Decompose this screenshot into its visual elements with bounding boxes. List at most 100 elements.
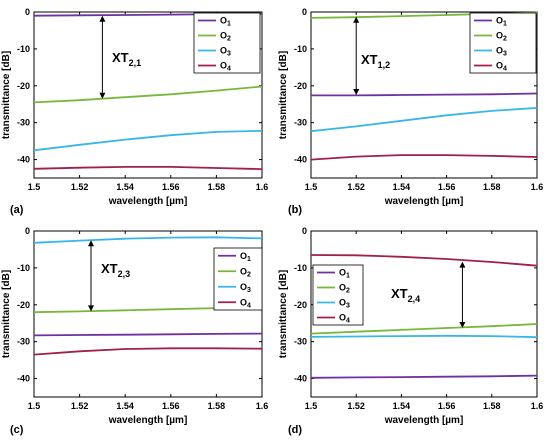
x-tick-label: 1.5 [305,182,318,192]
y-tick-label: -30 [294,337,307,347]
x-axis-title: wavelength [µm] [384,196,464,207]
x-tick-label: 1.52 [71,401,89,411]
y-tick-label: -10 [17,263,30,273]
legend [312,264,364,326]
legend-label: O4 [496,61,507,73]
x-axis-title: wavelength [µm] [108,415,188,426]
x-tick-label: 1.54 [393,182,411,192]
arrow-head-top [353,16,360,23]
x-tick-label: 1.54 [116,182,134,192]
plot-area [33,11,263,179]
arrow-head-bottom [88,305,94,312]
legend-label: O1 [220,16,231,28]
legend-label: O2 [496,31,507,43]
arrow-head-top [99,15,106,22]
annotation-label: XT2,1 [112,50,141,68]
y-tick-label: 0 [25,7,30,17]
series-line [33,85,263,104]
legend-label: O4 [240,297,251,309]
y-axis-title: transmittance [dB] [278,51,289,139]
x-tick-label: 1.5 [28,401,41,411]
x-tick-label: 1.56 [438,182,456,192]
series-line [310,254,538,267]
y-tick-label: -10 [17,44,30,54]
x-tick-label: 1.52 [347,182,365,192]
y-tick-label: 0 [302,226,307,236]
series-line [310,323,538,335]
plot-area [33,230,263,398]
series-line [33,165,263,170]
x-tick-label: 1.56 [162,182,180,192]
x-tick-label: 1.5 [305,401,318,411]
panel-label: (a) [10,204,24,216]
x-tick-label: 1.54 [116,401,134,411]
legend-label: O2 [220,31,231,43]
panel-label: (b) [288,204,302,216]
y-tick-label: -10 [294,44,307,54]
series-line [33,347,263,356]
legend-label: O2 [240,266,251,278]
x-tick-label: 1.52 [71,182,89,192]
chart-panel: 1.5 1.52 1.54 1.56 1.58 1.6 0 -10 -20 -30 -40 wavel… [1,226,268,436]
x-tick-label: 1.6 [256,182,269,192]
chart-panel: 1.5 1.52 1.54 1.56 1.58 1.6 0 -10 -20 -30 -40 wavel… [278,7,543,216]
panel-label: (d) [288,424,302,436]
x-axis-title: wavelength [µm] [384,415,464,426]
annotation-label: XT2,3 [101,261,130,279]
legend-label: O2 [339,283,350,295]
legend-label: O1 [240,251,251,263]
legend-label: O1 [496,16,507,28]
x-tick-label: 1.6 [531,401,544,411]
x-tick-label: 1.58 [483,182,501,192]
y-tick-label: 0 [25,226,30,236]
y-axis-title: transmittance [dB] [1,270,12,358]
legend-label: O1 [339,268,350,280]
x-tick-label: 1.58 [208,401,226,411]
arrow-head-bottom [353,89,360,95]
y-tick-label: -40 [294,374,307,384]
x-tick-label: 1.58 [483,401,501,411]
y-tick-label: -10 [294,263,307,273]
y-tick-label: -40 [294,155,307,165]
arrow-head-bottom [459,322,466,329]
x-axis-title: wavelength [µm] [108,196,188,207]
y-tick-label: -40 [17,155,30,165]
series-line [310,107,538,133]
x-tick-label: 1.54 [393,401,411,411]
legend [469,12,537,74]
x-tick-label: 1.56 [438,401,456,411]
y-tick-label: -30 [17,118,30,128]
series-line [33,129,263,152]
legend-label: O4 [220,61,231,73]
series-line [33,236,263,244]
y-tick-label: -30 [294,118,307,128]
y-tick-label: -20 [17,81,30,91]
series-line [310,154,538,161]
legend-label: O4 [339,313,350,325]
series-line [311,92,538,97]
y-tick-label: 0 [302,7,307,17]
series-line [310,374,538,379]
arrow-head-top [88,240,94,247]
panel-label: (c) [10,424,24,436]
x-tick-label: 1.58 [208,182,226,192]
x-tick-label: 1.56 [162,401,180,411]
chart-panel: 1.5 1.52 1.54 1.56 1.58 1.6 0 -10 -20 -30 -40 wavel… [1,7,268,216]
arrow-head-top [459,261,466,268]
series-line [33,332,263,337]
legend [213,247,263,311]
y-axis-title: transmittance [dB] [278,270,289,358]
y-tick-label: -30 [17,337,30,347]
y-tick-label: -20 [294,81,307,91]
annotation-label: XT1,2 [361,52,390,70]
arrow-head-bottom [99,92,106,99]
legend-label: O3 [496,46,507,58]
y-tick-label: -20 [294,300,307,310]
plot-area [310,230,538,398]
x-tick-label: 1.5 [28,182,41,192]
x-tick-label: 1.52 [347,401,365,411]
legend [193,12,261,74]
y-axis-title: transmittance [dB] [1,51,12,139]
annotation-label: XT2,4 [391,286,420,304]
y-tick-label: -20 [17,300,30,310]
